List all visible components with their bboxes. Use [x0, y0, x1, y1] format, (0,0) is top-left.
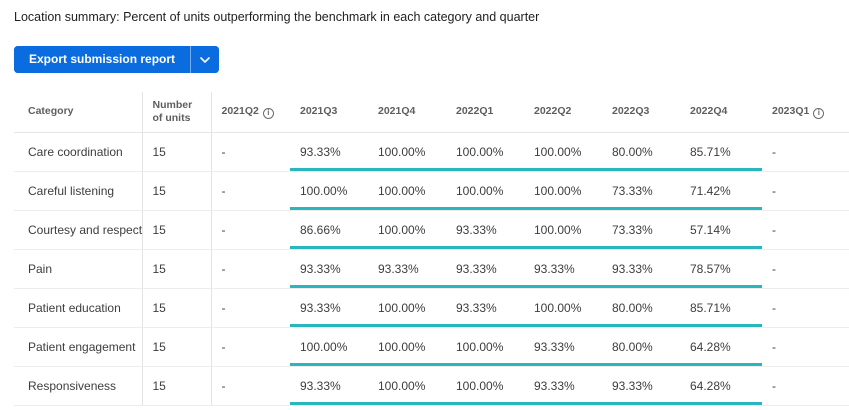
cell-2022q2: 100.00% — [524, 171, 602, 211]
cell-2023q1: - — [762, 171, 849, 211]
cell-2023q1: - — [762, 327, 849, 367]
cell-2021q4: 100.00% — [368, 288, 446, 328]
cell-2022q4: 57.14% — [680, 210, 762, 250]
cell-2022q3: 73.33% — [602, 210, 680, 250]
cell-2022q2: 100.00% — [524, 288, 602, 328]
cell-2022q3: 93.33% — [602, 249, 680, 289]
cell-units: 15 — [142, 210, 212, 250]
cell-2021q3: 93.33% — [290, 132, 368, 172]
cell-units: 15 — [142, 327, 212, 367]
cell-units: 15 — [142, 249, 212, 289]
cell-2022q1: 93.33% — [446, 249, 524, 289]
cell-2022q3: 80.00% — [602, 327, 680, 367]
cell-units: 15 — [142, 366, 212, 406]
column-header-2022q2: 2022Q2 — [524, 92, 602, 133]
cell-2023q1: - — [762, 366, 849, 406]
cell-2021q4: 93.33% — [368, 249, 446, 289]
cell-category: Pain — [14, 249, 143, 289]
page-title: Location summary: Percent of units outpe… — [14, 10, 540, 24]
cell-2022q3: 80.00% — [602, 132, 680, 172]
column-header-2022q4: 2022Q4 — [680, 92, 762, 133]
cell-2021q2: - — [211, 249, 290, 289]
cell-2022q1: 100.00% — [446, 171, 524, 211]
cell-category: Patient engagement — [14, 327, 143, 367]
cell-2022q2: 100.00% — [524, 210, 602, 250]
cell-2022q2: 93.33% — [524, 249, 602, 289]
cell-category: Courtesy and respect — [14, 210, 143, 250]
column-header-2022q3: 2022Q3 — [602, 92, 680, 133]
info-icon[interactable]: i — [262, 107, 274, 119]
cell-2021q4: 100.00% — [368, 171, 446, 211]
cell-2022q4: 85.71% — [680, 288, 762, 328]
summary-table: Category Number of units 2021Q2 i 2021Q3 … — [14, 92, 849, 406]
table-row: Patient engagement 15 - 100.00% 100.00% … — [14, 327, 849, 367]
table-row: Responsiveness 15 - 93.33% 100.00% 100.0… — [14, 366, 849, 406]
table-row: Courtesy and respect 15 - 86.66% 100.00%… — [14, 210, 849, 250]
table-row: Careful listening 15 - 100.00% 100.00% 1… — [14, 171, 849, 211]
cell-category: Patient education — [14, 288, 143, 328]
cell-2021q3: 100.00% — [290, 171, 368, 211]
cell-2022q1: 100.00% — [446, 327, 524, 367]
column-header-2022q1: 2022Q1 — [446, 92, 524, 133]
cell-category: Responsiveness — [14, 366, 143, 406]
cell-units: 15 — [142, 171, 212, 211]
cell-2022q4: 78.57% — [680, 249, 762, 289]
cell-2022q2: 100.00% — [524, 132, 602, 172]
cell-2021q3: 93.33% — [290, 366, 368, 406]
cell-2021q2: - — [211, 210, 290, 250]
cell-2021q4: 100.00% — [368, 327, 446, 367]
export-button[interactable]: Export submission report — [14, 46, 191, 73]
cell-2023q1: - — [762, 288, 849, 328]
cell-2021q2: - — [211, 132, 290, 172]
info-icon[interactable]: i — [813, 107, 825, 119]
cell-2021q2: - — [211, 171, 290, 211]
cell-2021q4: 100.00% — [368, 132, 446, 172]
cell-2022q4: 85.71% — [680, 132, 762, 172]
cell-2022q4: 71.42% — [680, 171, 762, 211]
cell-2023q1: - — [762, 249, 849, 289]
column-header-units: Number of units — [142, 92, 212, 133]
cell-units: 15 — [142, 132, 212, 172]
column-header-2021q2: 2021Q2 i — [211, 92, 290, 133]
cell-2023q1: - — [762, 210, 849, 250]
cell-2022q3: 80.00% — [602, 288, 680, 328]
cell-2021q4: 100.00% — [368, 210, 446, 250]
column-header-2021q4: 2021Q4 — [368, 92, 446, 133]
column-header-category: Category — [14, 92, 143, 133]
cell-2021q3: 100.00% — [290, 327, 368, 367]
header-row: Category Number of units 2021Q2 i 2021Q3 … — [14, 92, 849, 133]
chevron-down-icon — [200, 56, 210, 63]
cell-2022q4: 64.28% — [680, 327, 762, 367]
table-row: Patient education 15 - 93.33% 100.00% 93… — [14, 288, 849, 328]
cell-2023q1: - — [762, 132, 849, 172]
cell-2022q1: 93.33% — [446, 210, 524, 250]
cell-2021q2: - — [211, 288, 290, 328]
cell-2022q1: 100.00% — [446, 366, 524, 406]
cell-2022q1: 100.00% — [446, 132, 524, 172]
export-dropdown-button[interactable] — [190, 46, 220, 73]
cell-2021q3: 93.33% — [290, 249, 368, 289]
cell-2021q3: 93.33% — [290, 288, 368, 328]
export-split-button: Export submission report — [14, 46, 220, 73]
cell-2021q4: 100.00% — [368, 366, 446, 406]
cell-2022q4: 64.28% — [680, 366, 762, 406]
column-header-2023q1: 2023Q1 i — [762, 92, 849, 133]
cell-category: Careful listening — [14, 171, 143, 211]
cell-2022q2: 93.33% — [524, 327, 602, 367]
cell-2022q1: 93.33% — [446, 288, 524, 328]
cell-2022q2: 93.33% — [524, 366, 602, 406]
cell-2021q3: 86.66% — [290, 210, 368, 250]
cell-2021q2: - — [211, 366, 290, 406]
cell-units: 15 — [142, 288, 212, 328]
column-header-2021q3: 2021Q3 — [290, 92, 368, 133]
table-row: Pain 15 - 93.33% 93.33% 93.33% 93.33% 93… — [14, 249, 849, 289]
cell-2022q3: 73.33% — [602, 171, 680, 211]
cell-2021q2: - — [211, 327, 290, 367]
cell-2022q3: 93.33% — [602, 366, 680, 406]
cell-category: Care coordination — [14, 132, 143, 172]
table-row: Care coordination 15 - 93.33% 100.00% 10… — [14, 132, 849, 172]
